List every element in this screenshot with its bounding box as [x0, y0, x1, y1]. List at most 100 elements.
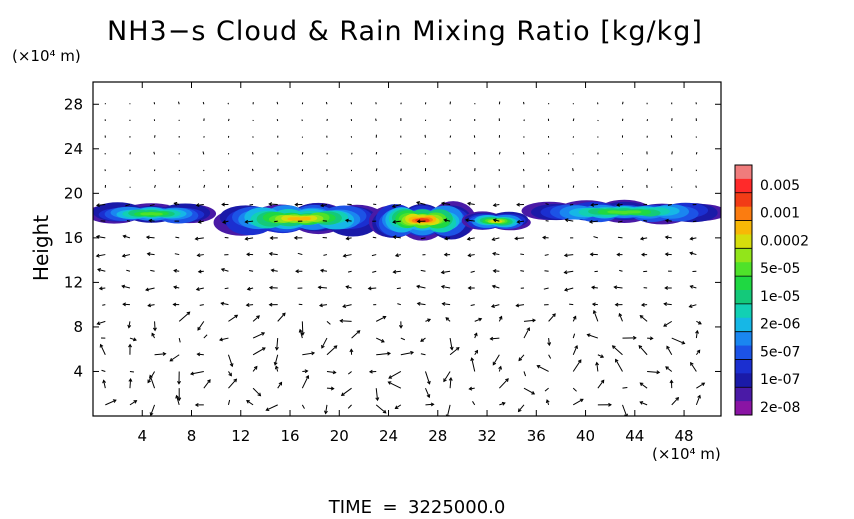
- wind-vector: [569, 203, 574, 206]
- wind-vector-head: [177, 380, 181, 385]
- wind-vector-head: [324, 410, 328, 415]
- wind-vector: [564, 254, 574, 257]
- wind-vector: [325, 404, 328, 414]
- wind-vector: [153, 151, 156, 155]
- wind-vector-head: [649, 336, 654, 341]
- wind-vector-head: [220, 267, 225, 272]
- wind-vector: [97, 268, 106, 272]
- colorbar-swatch: [735, 248, 752, 263]
- wind-vector: [101, 369, 106, 372]
- wind-vector: [565, 219, 574, 222]
- wind-vector-head: [128, 378, 133, 382]
- wind-vector-head: [467, 286, 472, 290]
- wind-vector-head: [169, 357, 174, 362]
- wind-vector: [400, 351, 414, 356]
- wind-vector: [666, 346, 673, 356]
- wind-vector-head: [112, 399, 117, 403]
- wind-vector: [221, 268, 229, 272]
- wind-vector: [572, 185, 575, 188]
- wind-vector: [396, 287, 401, 290]
- colorbar-swatch: [735, 234, 752, 249]
- colorbar-swatch: [735, 345, 752, 360]
- cloud-contour: [629, 210, 642, 214]
- wind-vector: [96, 254, 106, 257]
- wind-vector: [388, 381, 402, 389]
- wind-vector: [442, 303, 451, 306]
- wind-vector-head: [132, 337, 137, 342]
- x-tick-label: 24: [379, 427, 398, 445]
- wind-vector: [543, 287, 549, 290]
- wind-vector-head: [380, 339, 385, 343]
- wind-vector: [667, 203, 672, 206]
- wind-vector-head: [552, 313, 556, 317]
- colorbar-swatch: [735, 178, 752, 194]
- wind-vector-head: [470, 357, 475, 362]
- wind-vector: [326, 370, 336, 374]
- wind-vector-head: [320, 203, 325, 208]
- wind-vector-head: [151, 332, 155, 337]
- wind-vector: [277, 312, 286, 322]
- wind-vector: [341, 387, 352, 396]
- wind-vector-head: [492, 203, 497, 207]
- wind-vector-head: [697, 320, 702, 325]
- wind-vector: [228, 378, 237, 389]
- wind-vector-head: [339, 318, 344, 323]
- wind-vector-head: [95, 253, 100, 258]
- wind-vector: [202, 151, 205, 155]
- wind-vector: [340, 320, 352, 322]
- wind-vector: [347, 371, 352, 375]
- wind-vector-head: [473, 332, 478, 337]
- wind-vector-head: [608, 402, 612, 407]
- colorbar-swatch: [735, 290, 752, 305]
- wind-vector-head: [577, 359, 582, 364]
- colorbar-label: 5e-05: [760, 261, 800, 277]
- wind-vector-head: [387, 351, 391, 356]
- colorbar-swatch: [735, 387, 752, 402]
- wind-vector-head: [173, 285, 178, 290]
- colorbar-swatch: [735, 303, 752, 319]
- wind-vector-head: [146, 252, 151, 256]
- time-label: TIME: [328, 497, 372, 518]
- y-axis: 4 8 12 16 20 24 28: [64, 95, 721, 380]
- wind-vector-head: [639, 382, 644, 387]
- wind-vector-head: [392, 269, 397, 274]
- wind-vector-head: [321, 344, 325, 349]
- wind-vector: [663, 320, 673, 327]
- wind-vector: [523, 319, 536, 322]
- wind-vector: [252, 332, 265, 339]
- wind-vector-head: [492, 361, 497, 366]
- wind-vector-head: [268, 251, 273, 256]
- wind-vector: [388, 371, 402, 379]
- wind-vector: [397, 303, 401, 306]
- wind-vector: [202, 101, 205, 105]
- wind-vector-head: [664, 218, 669, 223]
- wind-vector-head: [398, 324, 403, 329]
- wind-vector-head: [669, 379, 674, 384]
- wind-vector: [146, 236, 155, 239]
- wind-vector: [491, 304, 500, 308]
- wind-vector-head: [268, 202, 273, 207]
- wind-vector-head: [173, 268, 178, 273]
- wind-vector: [589, 220, 598, 223]
- wind-vector: [569, 303, 574, 306]
- wind-vector-head: [145, 235, 150, 240]
- wind-vector-head: [221, 202, 225, 207]
- wind-vector-head: [592, 309, 597, 314]
- wind-vector: [326, 184, 329, 188]
- wind-vector: [245, 237, 254, 240]
- wind-vector-head: [666, 345, 670, 350]
- wind-vector: [498, 378, 509, 389]
- wind-vector: [129, 337, 137, 341]
- wind-vector: [420, 269, 426, 272]
- wind-vector: [122, 254, 131, 257]
- wind-vector: [252, 387, 261, 397]
- wind-vector: [572, 168, 574, 172]
- wind-vector-head: [443, 378, 447, 383]
- wind-vector: [441, 270, 451, 274]
- wind-vector-head: [342, 253, 347, 258]
- colorbar-swatch: [735, 401, 752, 416]
- wind-vector: [690, 285, 697, 289]
- wind-vector-head: [490, 304, 495, 308]
- wind-vector-head: [273, 361, 278, 366]
- wind-vector: [548, 354, 552, 359]
